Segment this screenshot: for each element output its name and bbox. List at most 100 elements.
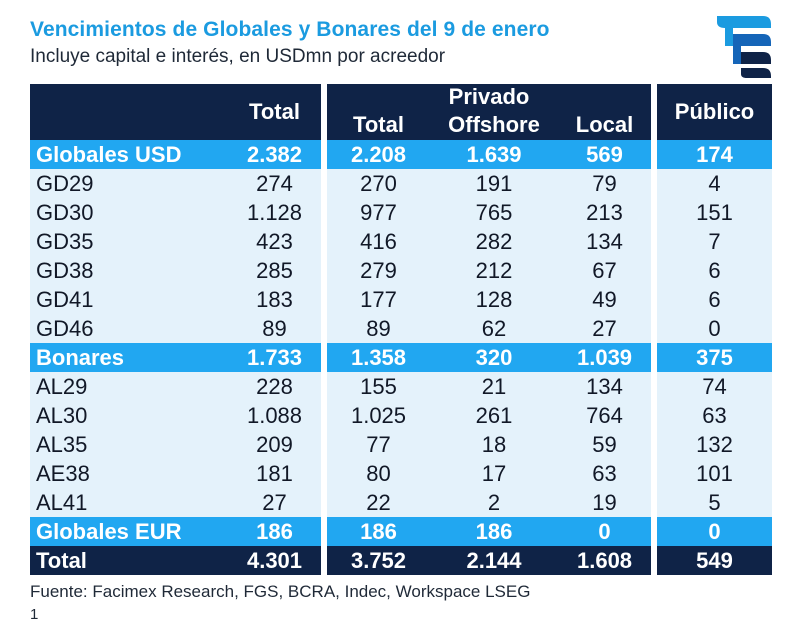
- offshore-cell: 191: [430, 169, 558, 198]
- offshore-cell: 320: [430, 343, 558, 372]
- source-note: Fuente: Facimex Research, FGS, BCRA, Ind…: [30, 582, 531, 601]
- offshore-cell: 2.144: [430, 546, 558, 575]
- total-cell: 209: [228, 430, 324, 459]
- total-cell: 89: [228, 314, 324, 343]
- privado-total-cell: 186: [321, 517, 430, 546]
- section-row: Globales USD 2.382 2.208 1.639 569 174: [30, 140, 773, 169]
- publico-cell: 6: [651, 256, 773, 285]
- offshore-cell: 212: [430, 256, 558, 285]
- total-cell: 183: [228, 285, 324, 314]
- row-label: GD38: [30, 256, 228, 285]
- offshore-cell: 1.639: [430, 140, 558, 169]
- publico-cell: 7: [651, 227, 773, 256]
- privado-total-cell: 1.358: [321, 343, 430, 372]
- local-cell: 27: [558, 314, 655, 343]
- privado-total-cell: 155: [321, 372, 430, 401]
- privado-total-cell: 80: [321, 459, 430, 488]
- local-cell: 1.608: [558, 546, 655, 575]
- privado-total-cell: 89: [321, 314, 430, 343]
- row-label: AE38: [30, 459, 228, 488]
- local-cell: 59: [558, 430, 655, 459]
- local-cell: 134: [558, 372, 655, 401]
- table-header: Total Privado Público Total Offshore Loc…: [30, 84, 773, 140]
- local-cell: 1.039: [558, 343, 655, 372]
- row-label: GD29: [30, 169, 228, 198]
- local-cell: 134: [558, 227, 655, 256]
- header-publico: Público: [651, 84, 773, 140]
- privado-total-cell: 3.752: [321, 546, 430, 575]
- publico-cell: 0: [651, 517, 773, 546]
- header-blank: [30, 84, 228, 140]
- publico-cell: 375: [651, 343, 773, 372]
- table-row: AL41 27 22 2 19 5: [30, 488, 773, 517]
- table-row: AE38 181 80 17 63 101: [30, 459, 773, 488]
- row-label: Bonares: [30, 343, 228, 372]
- publico-cell: 549: [651, 546, 773, 575]
- maturities-table: Total Privado Público Total Offshore Loc…: [30, 84, 773, 575]
- total-cell: 181: [228, 459, 324, 488]
- row-label: AL41: [30, 488, 228, 517]
- publico-cell: 0: [651, 314, 773, 343]
- total-cell: 423: [228, 227, 324, 256]
- table-row: GD29 274 270 191 79 4: [30, 169, 773, 198]
- row-label: AL30: [30, 401, 228, 430]
- header-local: Local: [558, 110, 655, 140]
- header-offshore: Offshore: [430, 110, 558, 140]
- privado-total-cell: 2.208: [321, 140, 430, 169]
- publico-cell: 74: [651, 372, 773, 401]
- row-label: GD30: [30, 198, 228, 227]
- offshore-cell: 128: [430, 285, 558, 314]
- privado-total-cell: 22: [321, 488, 430, 517]
- privado-total-cell: 177: [321, 285, 430, 314]
- publico-cell: 5: [651, 488, 773, 517]
- total-cell: 1.088: [228, 401, 324, 430]
- local-cell: 67: [558, 256, 655, 285]
- privado-total-cell: 977: [321, 198, 430, 227]
- table-row: GD41 183 177 128 49 6: [30, 285, 773, 314]
- row-label: Globales USD: [30, 140, 228, 169]
- table-row: AL29 228 155 21 134 74: [30, 372, 773, 401]
- privado-total-cell: 279: [321, 256, 430, 285]
- local-cell: 764: [558, 401, 655, 430]
- table-row: AL35 209 77 18 59 132: [30, 430, 773, 459]
- row-label: Total: [30, 546, 228, 575]
- privado-total-cell: 77: [321, 430, 430, 459]
- local-cell: 0: [558, 517, 655, 546]
- page-subtitle: Incluye capital e interés, en USDmn por …: [30, 46, 446, 67]
- privado-total-cell: 1.025: [321, 401, 430, 430]
- total-cell: 228: [228, 372, 324, 401]
- publico-cell: 174: [651, 140, 773, 169]
- header-privado: Privado: [320, 84, 655, 110]
- header-privado-total: Total: [321, 110, 430, 140]
- publico-cell: 6: [651, 285, 773, 314]
- publico-cell: 63: [651, 401, 773, 430]
- publico-cell: 132: [651, 430, 773, 459]
- table-row: GD30 1.128 977 765 213 151: [30, 198, 773, 227]
- offshore-cell: 2: [430, 488, 558, 517]
- total-cell: 274: [228, 169, 324, 198]
- facimex-logo-icon: [717, 16, 771, 78]
- table-body: Globales USD 2.382 2.208 1.639 569 174 GD29 274…: [30, 140, 773, 575]
- total-cell: 27: [228, 488, 324, 517]
- offshore-cell: 17: [430, 459, 558, 488]
- grand-total-row: Total 4.301 3.752 2.144 1.608 549: [30, 546, 773, 575]
- total-cell: 285: [228, 256, 324, 285]
- offshore-cell: 21: [430, 372, 558, 401]
- table-row: GD35 423 416 282 134 7: [30, 227, 773, 256]
- page-title: Vencimientos de Globales y Bonares del 9…: [30, 18, 550, 41]
- row-label: Globales EUR: [30, 517, 228, 546]
- offshore-cell: 62: [430, 314, 558, 343]
- table-row: GD46 89 89 62 27 0: [30, 314, 773, 343]
- total-cell: 2.382: [228, 140, 324, 169]
- local-cell: 79: [558, 169, 655, 198]
- local-cell: 213: [558, 198, 655, 227]
- local-cell: 49: [558, 285, 655, 314]
- total-cell: 4.301: [228, 546, 324, 575]
- local-cell: 19: [558, 488, 655, 517]
- total-cell: 1.128: [228, 198, 324, 227]
- total-cell: 186: [228, 517, 324, 546]
- offshore-cell: 765: [430, 198, 558, 227]
- row-label: GD46: [30, 314, 228, 343]
- table-row: AL30 1.088 1.025 261 764 63: [30, 401, 773, 430]
- offshore-cell: 282: [430, 227, 558, 256]
